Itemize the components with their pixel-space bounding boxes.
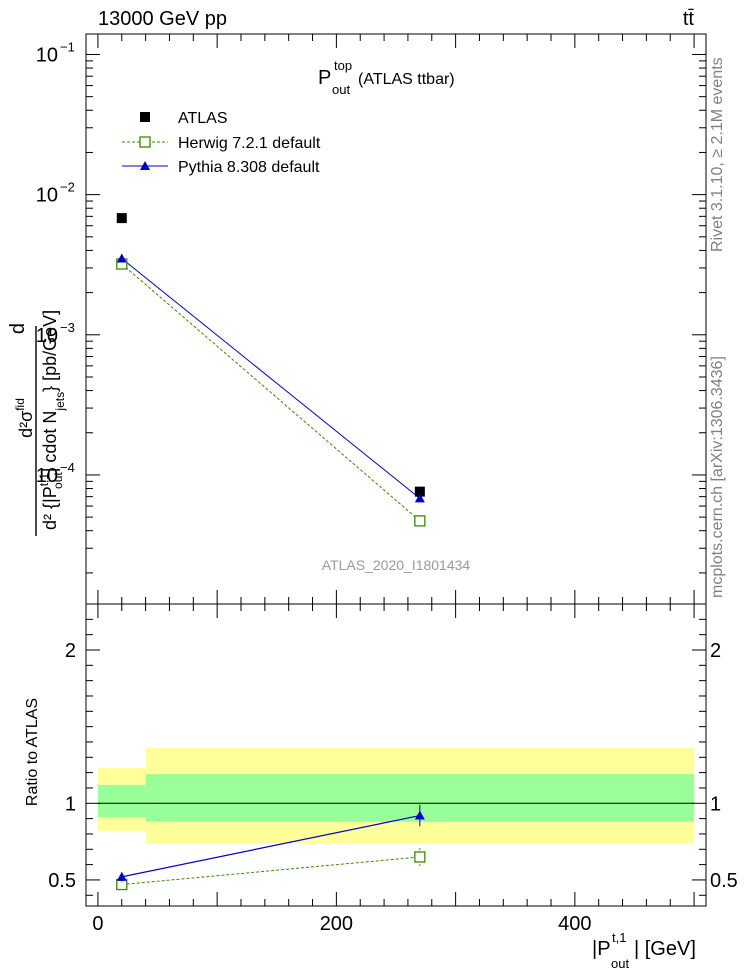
- ratio-plot-frame: [85, 603, 707, 907]
- x-tick-label: 200: [320, 913, 353, 935]
- xlabel-base: |P: [592, 938, 611, 960]
- ratio-axis-ticks: 0.5 0.5 1 1 2 2 0 200 400: [48, 604, 738, 935]
- main-title: P top out (ATLAS ttbar): [318, 58, 455, 97]
- ratio-ytick-label-right: 1: [710, 793, 721, 815]
- ratio-y-label: Ratio to ATLAS: [24, 698, 41, 806]
- ylabel-denominator-sub: out: [51, 472, 65, 489]
- legend-herwig-marker: [139, 136, 151, 148]
- xlabel-rest: | [GeV]: [634, 938, 696, 960]
- ratio-ytick-label-right: 2: [710, 640, 721, 662]
- x-tick-label: 400: [558, 913, 591, 935]
- ratio-ytick-label-left: 0.5: [48, 870, 76, 892]
- svg-text:out: out: [611, 956, 629, 971]
- svg-text:P: P: [318, 67, 331, 89]
- legend-pythia-label: Pythia 8.308 default: [178, 159, 320, 176]
- header-right-label: tt̄: [683, 8, 695, 30]
- svg-text:d² {|Pt,1out| cdot Njets} [pb/: d² {|Pt,1out| cdot Njets} [pb/GeV]: [37, 310, 67, 530]
- ylabel-numerator-sup: fid: [13, 398, 27, 411]
- legend-atlas-label: ATLAS: [178, 110, 228, 127]
- main-ytick-label: 10: [36, 44, 58, 66]
- ratio-ytick-label-right: 0.5: [710, 870, 738, 892]
- ylabel-denominator-rest: | cdot N: [40, 411, 60, 473]
- analysis-watermark: ATLAS_2020_I1801434: [322, 557, 471, 573]
- ratio-bands: [97, 748, 695, 844]
- ratio-ytick-label-left: 1: [65, 793, 76, 815]
- main-ytick-label: 10: [36, 465, 58, 487]
- svg-text:top: top: [334, 58, 352, 73]
- rivet-label: Rivet 3.1.10, ≥ 2.1M events: [709, 57, 726, 252]
- svg-text:|P: |P: [592, 938, 611, 960]
- atlas-data-point: [116, 213, 127, 224]
- x-tick-label: 0: [92, 913, 103, 935]
- ylabel-d: d: [7, 323, 29, 334]
- ylabel-units: } [pb/GeV]: [40, 310, 60, 392]
- main-ytick-exponent: −2: [60, 180, 75, 195]
- main-y-label: d d²σfid d² {|Pt,1out| cdot Njets} [pb/G…: [7, 310, 67, 536]
- herwig-ratio-point: [414, 851, 426, 863]
- title-base: P: [318, 67, 331, 89]
- pythia-series-line: [121, 258, 421, 499]
- main-ytick-exponent: −3: [60, 320, 75, 335]
- herwig-ratio-line: [121, 856, 420, 886]
- legend-pythia-marker: [140, 161, 150, 170]
- ratio-ytick-label-left: 2: [65, 640, 76, 662]
- main-ytick-exponent: −1: [60, 39, 75, 54]
- title-sup: top: [334, 58, 352, 73]
- main-ytick-label: 10: [36, 325, 58, 347]
- main-axis-ticks: 10−110−210−310−4: [36, 34, 706, 604]
- pythia-data-point: [116, 253, 127, 263]
- main-ytick-exponent: −4: [60, 460, 75, 475]
- ylabel-jets-sub: jets: [53, 392, 67, 412]
- legend-herwig-label: Herwig 7.2.1 default: [178, 135, 321, 152]
- mcplots-label: mcplots.cern.ch [arXiv:1306.3436]: [709, 356, 726, 598]
- legend-atlas-marker: [140, 112, 150, 122]
- ratio-plot-marks: [116, 804, 426, 891]
- header-left-label: 13000 GeV pp: [98, 8, 227, 30]
- ylabel-denominator: d² {|P: [40, 486, 60, 530]
- ylabel-denominator-sup: t,1: [37, 473, 51, 487]
- pythia-ratio-line: [121, 814, 420, 878]
- svg-text:(ATLAS ttbar): (ATLAS ttbar): [358, 71, 455, 88]
- title-sub: out: [332, 82, 350, 97]
- legend: ATLAS Herwig 7.2.1 default Pythia 8.308 …: [122, 110, 321, 176]
- title-rest: (ATLAS ttbar): [358, 71, 455, 88]
- xlabel-sub: out: [611, 956, 629, 971]
- herwig-data-point: [414, 515, 426, 527]
- herwig-series-line: [121, 263, 421, 522]
- ylabel-numerator: d²σ: [16, 411, 36, 438]
- svg-text:| [GeV]: | [GeV]: [634, 938, 696, 960]
- main-plot-marks: [116, 213, 426, 527]
- svg-text:t,1: t,1: [612, 930, 626, 945]
- svg-text:out: out: [332, 82, 350, 97]
- pythia-ratio-point: [414, 810, 425, 820]
- svg-text:d²σfid: d²σfid: [13, 398, 36, 438]
- main-ytick-label: 10: [36, 185, 58, 207]
- pythia-ratio-point: [116, 871, 127, 881]
- x-axis-label: |P t,1 out | [GeV]: [592, 930, 696, 971]
- atlas-data-point: [414, 486, 425, 497]
- xlabel-sup: t,1: [612, 930, 626, 945]
- ratio-band-inner: [97, 784, 146, 818]
- pythia-data-point: [414, 493, 425, 503]
